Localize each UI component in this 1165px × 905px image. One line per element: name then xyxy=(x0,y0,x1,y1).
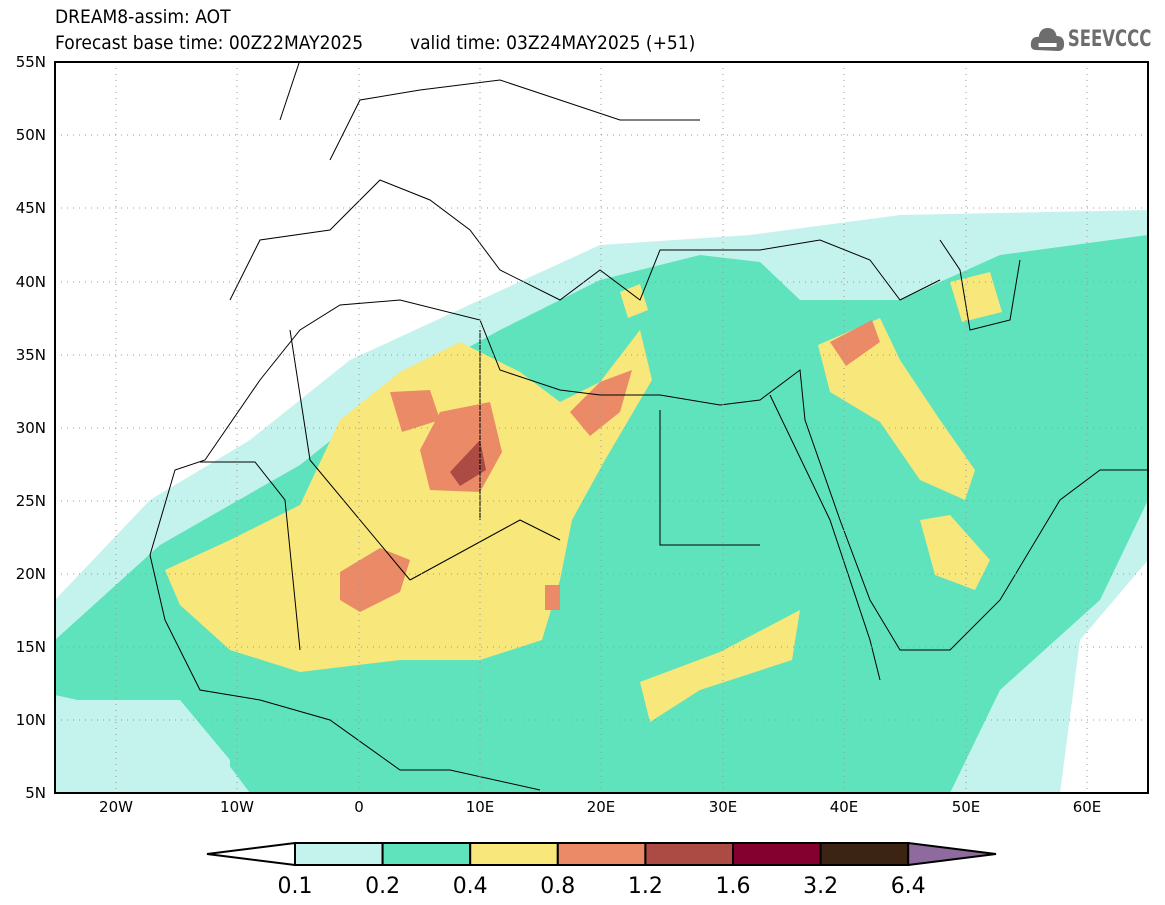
lon-label: 10W xyxy=(220,798,254,816)
aot-0.2-0.4 xyxy=(55,235,1148,793)
aot-0.4-0.8-caspian xyxy=(950,272,1002,322)
coastlines xyxy=(149,62,1148,791)
aot-0.4-0.8-arabia xyxy=(920,515,990,590)
colorbar-label: 0.2 xyxy=(365,874,400,899)
lat-label: 25N xyxy=(16,492,46,510)
colorbar-label: 1.6 xyxy=(716,874,751,899)
colorbar-segment xyxy=(732,842,822,866)
colorbar-label: 0.8 xyxy=(540,874,575,899)
lat-labels: 55N 50N 45N 40N 35N 30N 25N 20N 15N 10N … xyxy=(16,53,46,802)
valid-time: valid time: 03Z24MAY2025 (+51) xyxy=(409,32,696,54)
lat-label: 30N xyxy=(16,419,46,437)
colorbar-low-arrow xyxy=(206,841,296,867)
lon-label: 20E xyxy=(587,798,616,816)
lat-label: 40N xyxy=(16,273,46,291)
aot-0.4-0.8-iraq xyxy=(818,318,975,500)
lon-label: 60E xyxy=(1073,798,1102,816)
gridlines xyxy=(55,62,1148,793)
lat-label: 15N xyxy=(16,638,46,656)
seevccc-logo: SEEVCCC xyxy=(1029,24,1151,54)
colorbar-segment xyxy=(644,842,735,866)
lat-label: 5N xyxy=(25,784,46,802)
colorbar-segment xyxy=(381,842,472,866)
aot-white-gulf xyxy=(55,700,230,793)
lat-label: 50N xyxy=(16,126,46,144)
colorbar-label: 0.1 xyxy=(278,874,313,899)
colorbar-segment xyxy=(819,842,910,866)
lon-label: 20W xyxy=(99,798,133,816)
lat-label: 10N xyxy=(16,711,46,729)
logo-text: SEEVCCC xyxy=(1067,26,1151,52)
lon-label: 10E xyxy=(466,798,495,816)
aot-field xyxy=(55,62,1148,793)
colorbar-segment xyxy=(294,842,384,866)
colorbar-segment xyxy=(556,842,647,866)
lat-label: 35N xyxy=(16,346,46,364)
aot-0.4-0.8 xyxy=(165,330,652,672)
lon-label: 0 xyxy=(354,798,364,816)
colorbar: 0.1 0.2 0.4 0.8 1.2 1.6 3.2 6.4 xyxy=(206,841,997,899)
lon-label: 40E xyxy=(830,798,859,816)
time-info: Forecast base time: 00Z22MAY2025 valid ti… xyxy=(55,32,695,54)
cloud-icon xyxy=(1030,28,1064,51)
aot-0.4-0.8-sudan xyxy=(640,610,800,722)
aot-1.2-1.6 xyxy=(450,440,486,486)
colorbar-label: 3.2 xyxy=(803,874,838,899)
aot-0.8-1.2 xyxy=(340,320,880,612)
lon-label: 30E xyxy=(709,798,738,816)
product-title: DREAM8-assim: AOT xyxy=(55,6,231,28)
lon-labels: 20W 10W 0 10E 20E 30E 40E 50E 60E xyxy=(99,798,1101,816)
colorbar-high-arrow xyxy=(907,841,997,867)
map-frame xyxy=(54,61,1149,794)
lat-label: 45N xyxy=(16,199,46,217)
colorbar-segment xyxy=(469,842,559,866)
base-time: Forecast base time: 00Z22MAY2025 xyxy=(55,32,364,54)
lat-label: 20N xyxy=(16,565,46,583)
lon-label: 50E xyxy=(952,798,981,816)
lat-label: 55N xyxy=(16,53,46,71)
aot-0.4-0.8-greece xyxy=(620,284,648,318)
colorbar-label: 6.4 xyxy=(891,874,926,899)
colorbar-label: 0.4 xyxy=(453,874,488,899)
colorbar-label: 1.2 xyxy=(628,874,663,899)
